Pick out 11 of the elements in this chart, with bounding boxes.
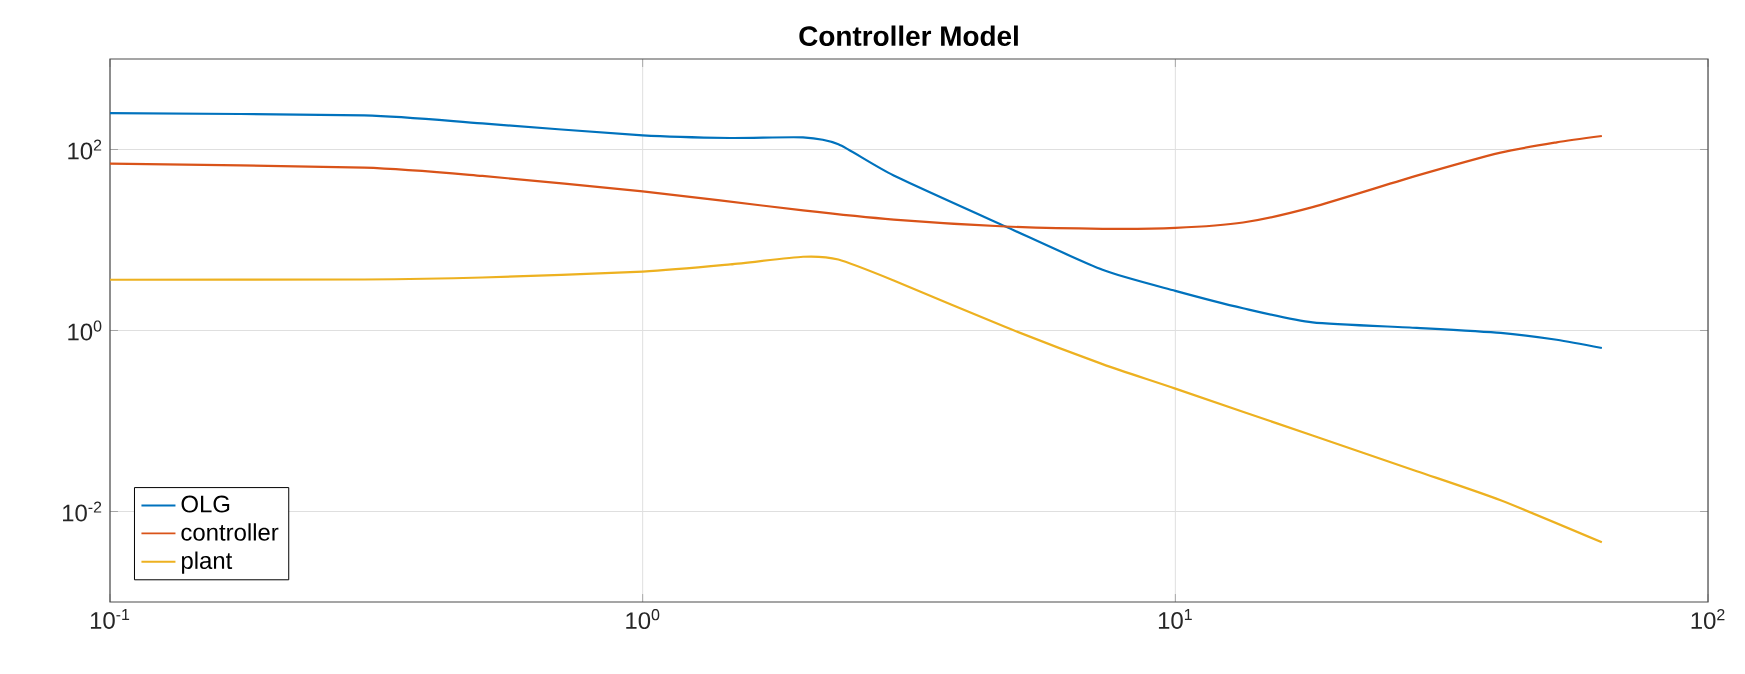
x-tick-label: 10$^{2}$ — [1691, 609, 1725, 630]
x-tick-label: 10$^{1}$ — [1158, 609, 1192, 629]
legend-label: OLG — [181, 495, 230, 513]
y-tick-label: 10$^{0}$ — [68, 320, 102, 341]
x-tick-label: 10$^{-1}$ — [90, 609, 130, 629]
x-tick-label: 10$^{0}$ — [626, 609, 660, 630]
legend-label: plant — [181, 551, 233, 574]
chart-title: Controller Model — [799, 25, 1018, 46]
y-tick-label: 10$^{2}$ — [68, 139, 102, 160]
legend-label: controller — [181, 523, 279, 541]
y-tick-label: 10$^{-2}$ — [63, 501, 102, 522]
